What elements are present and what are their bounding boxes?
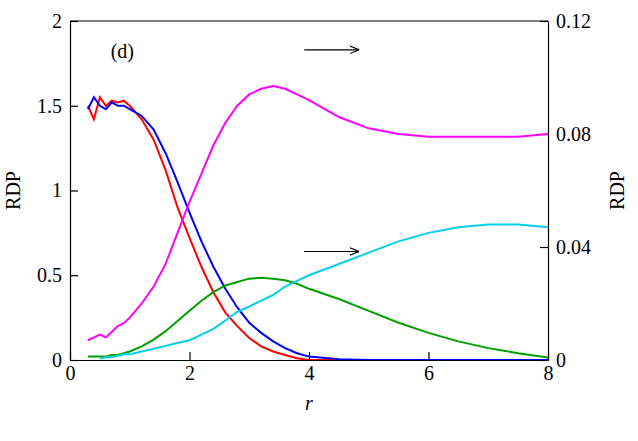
tick-mark <box>540 247 548 248</box>
tick-mark <box>70 190 78 191</box>
series-line <box>88 86 548 340</box>
chart: 0246800.511.5200.040.080.12(d)rRDPRDP <box>0 0 638 441</box>
arrow <box>304 251 359 252</box>
tick: 1.5 <box>37 95 78 117</box>
arrow <box>304 49 359 50</box>
tick-label: 0 <box>556 349 566 371</box>
tick-mark <box>540 360 548 361</box>
tick-mark <box>70 21 78 22</box>
tick-mark <box>540 21 548 22</box>
tick: 2 <box>185 352 195 384</box>
tick: 2 <box>52 10 78 32</box>
tick-label: 0 <box>66 362 76 384</box>
tick-label: 0.08 <box>556 123 591 145</box>
tick-label: 4 <box>305 362 315 384</box>
tick-label: 1.5 <box>37 95 62 117</box>
tick: 0.5 <box>37 264 78 286</box>
tick-mark <box>70 106 78 107</box>
lines <box>88 86 548 360</box>
tick-label: 1 <box>52 179 62 201</box>
tick-mark <box>70 360 78 361</box>
tick-mark <box>428 352 429 360</box>
axis-line <box>71 360 549 361</box>
tick-label: 8 <box>544 362 554 384</box>
tick-label: 2 <box>185 362 195 384</box>
tick-label: 2 <box>52 10 62 32</box>
x-axis-title: r <box>305 392 313 414</box>
tick: 0.12 <box>540 10 591 32</box>
tick-label: 0 <box>52 349 62 371</box>
series-line <box>100 224 548 358</box>
y2-axis: 0 0.04 0.08 0.12 <box>540 10 591 371</box>
tick-label: 0.12 <box>556 10 591 32</box>
plot: 0246800.511.5200.040.080.12(d) <box>37 10 591 384</box>
tick: 0.04 <box>540 236 591 258</box>
tick: 1 <box>52 179 78 201</box>
tick-mark <box>189 352 190 360</box>
frame <box>70 20 548 21</box>
tick-label: 0.04 <box>556 236 591 258</box>
y-axis-title: RDP <box>2 171 24 210</box>
series-line <box>88 278 548 358</box>
axis-line <box>548 22 549 361</box>
tick: 0 <box>52 349 78 371</box>
y2-axis-title: RDP <box>606 171 628 210</box>
tick: 6 <box>424 352 434 384</box>
y-axis: 0 0.5 1 1.5 2 <box>37 10 78 371</box>
tick-label: 0.5 <box>37 264 62 286</box>
tick-label: 6 <box>424 362 434 384</box>
panel-label: (d) <box>111 40 134 63</box>
tick-mark <box>70 275 78 276</box>
